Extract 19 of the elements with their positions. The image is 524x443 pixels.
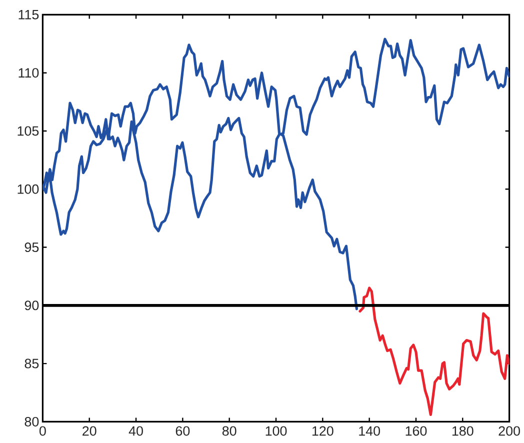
- y-tick-label: 105: [18, 126, 39, 136]
- x-tick-label: 200: [498, 426, 520, 436]
- x-tick-label: 160: [406, 426, 427, 436]
- y-tick-label: 100: [18, 184, 39, 194]
- y-tick-label: 95: [24, 242, 39, 252]
- x-tick-label: 120: [312, 426, 334, 436]
- x-tick-label: 0: [39, 426, 46, 436]
- y-tick-label: 110: [18, 68, 39, 78]
- x-tick-label: 60: [176, 426, 190, 436]
- x-tick-label: 80: [222, 426, 236, 436]
- y-tick-label: 80: [24, 416, 39, 426]
- x-tick-label: 180: [452, 426, 474, 436]
- y-tick-label: 85: [24, 358, 39, 368]
- x-tick-label: 40: [128, 426, 143, 436]
- y-tick-label: 90: [24, 300, 39, 310]
- x-tick-label: 100: [266, 426, 287, 436]
- x-tick-label: 140: [359, 426, 380, 436]
- y-tick-label: 115: [18, 10, 39, 20]
- x-tick-label: 20: [82, 426, 96, 436]
